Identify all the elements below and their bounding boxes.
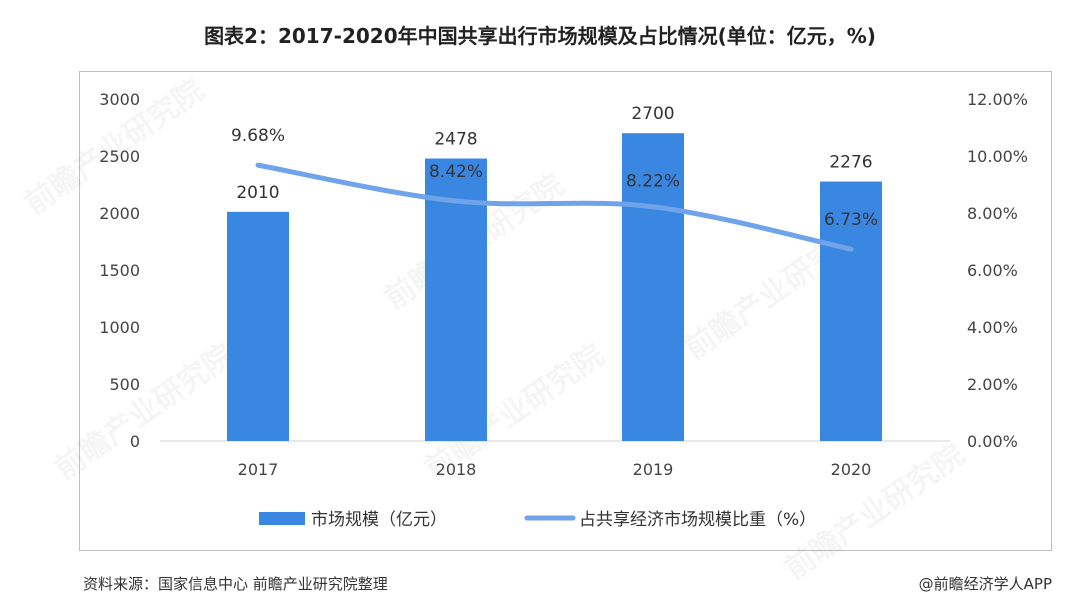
y-left-tick: 2500 [99,147,140,166]
x-tick-2017: 2017 [238,460,279,479]
legend-bar-label: 市场规模（亿元） [311,510,447,530]
chart-frame [79,71,1052,551]
bar-2017 [227,211,289,441]
y-right-tick: 12.00% [967,90,1028,109]
y-left-tick: 500 [109,375,140,394]
y-right-tick: 8.00% [967,204,1018,223]
x-tick-2019: 2019 [633,460,674,479]
bar-label-2018: 2478 [434,130,477,150]
chart-title: 图表2：2017-2020年中国共享出行市场规模及占比情况(单位：亿元，%) [204,24,876,48]
y-right-tick: 10.00% [967,147,1028,166]
bar-2020 [820,181,882,441]
y-left-tick: 2000 [99,204,140,223]
legend-line-label: 占共享经济市场规模比重（%） [579,510,816,530]
share-line [255,162,854,252]
legend-bar-swatch [259,512,305,525]
y-left-tick: 3000 [99,90,140,109]
credit-note: @前瞻经济学人APP [918,575,1052,593]
bar-2018 [425,158,487,441]
y-left-tick: 0 [130,432,140,451]
y-left-tick: 1500 [99,261,140,280]
watermark-3: 前瞻产业研究院 [49,338,241,487]
y-right-tick: 6.00% [967,261,1018,280]
line-label-2020: 6.73% [824,210,878,230]
y-right-tick: 0.00% [967,432,1018,451]
bar-2019 [622,133,684,441]
x-tick-2020: 2020 [831,460,872,479]
y-right-tick: 4.00% [967,318,1018,337]
x-tick-2018: 2018 [436,460,477,479]
y-right-tick: 2.00% [967,375,1018,394]
y-left-tick: 1000 [99,318,140,337]
bar-label-2020: 2276 [829,153,872,173]
line-label-2018: 8.42% [429,162,483,182]
source-note: 资料来源：国家信息中心 前瞻产业研究院整理 [83,575,388,593]
bar-label-2017: 2010 [236,183,279,203]
bar-label-2019: 2700 [631,104,674,124]
line-label-2019: 8.22% [626,172,680,192]
line-label-2017: 9.68% [231,126,285,146]
